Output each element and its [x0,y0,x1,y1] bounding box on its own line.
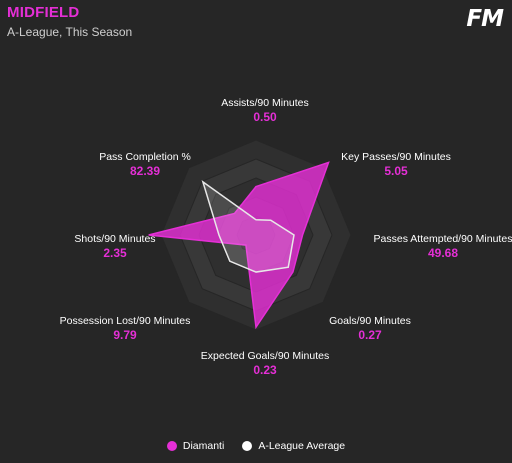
axis-label-7: Pass Completion % [99,151,191,163]
axis-value-1: 5.05 [384,164,408,178]
radar-series [148,161,330,330]
legend-label-average: A-League Average [258,440,346,452]
legend-item-player[interactable]: Diamanti [166,440,225,452]
series-average-area[interactable] [201,180,295,273]
axis-value-0: 0.50 [253,110,277,124]
axis-label-5: Possession Lost/90 Minutes [60,315,191,327]
chart-legend: Diamanti A-League Average [0,440,512,452]
fm-logo: FM [466,6,504,32]
legend-label-player: Diamanti [182,440,225,452]
axis-value-3: 0.27 [358,328,382,342]
axis-value-6: 2.35 [103,246,127,260]
axis-label-4: Expected Goals/90 Minutes [201,350,329,362]
legend-marker-average [242,441,253,451]
axis-value-7: 82.39 [130,164,160,178]
axis-label-0: Assists/90 Minutes [221,97,309,109]
axis-label-3: Goals/90 Minutes [329,315,411,327]
axis-label-6: Shots/90 Minutes [74,233,155,245]
axis-value-2: 49.68 [428,246,458,260]
axis-value-5: 9.79 [113,328,137,342]
chart-subtitle: A-League, This Season [7,25,133,39]
axis-label-2: Passes Attempted/90 Minutes [374,233,512,245]
axis-value-4: 0.23 [253,363,277,377]
series-player-area[interactable] [148,161,330,330]
legend-marker-player [166,441,177,451]
chart-header: MIDFIELD A-League, This Season [7,4,132,40]
axis-label-1: Key Passes/90 Minutes [341,151,451,163]
legend-item-average[interactable]: A-League Average [242,440,345,452]
chart-title: MIDFIELD [7,4,80,21]
